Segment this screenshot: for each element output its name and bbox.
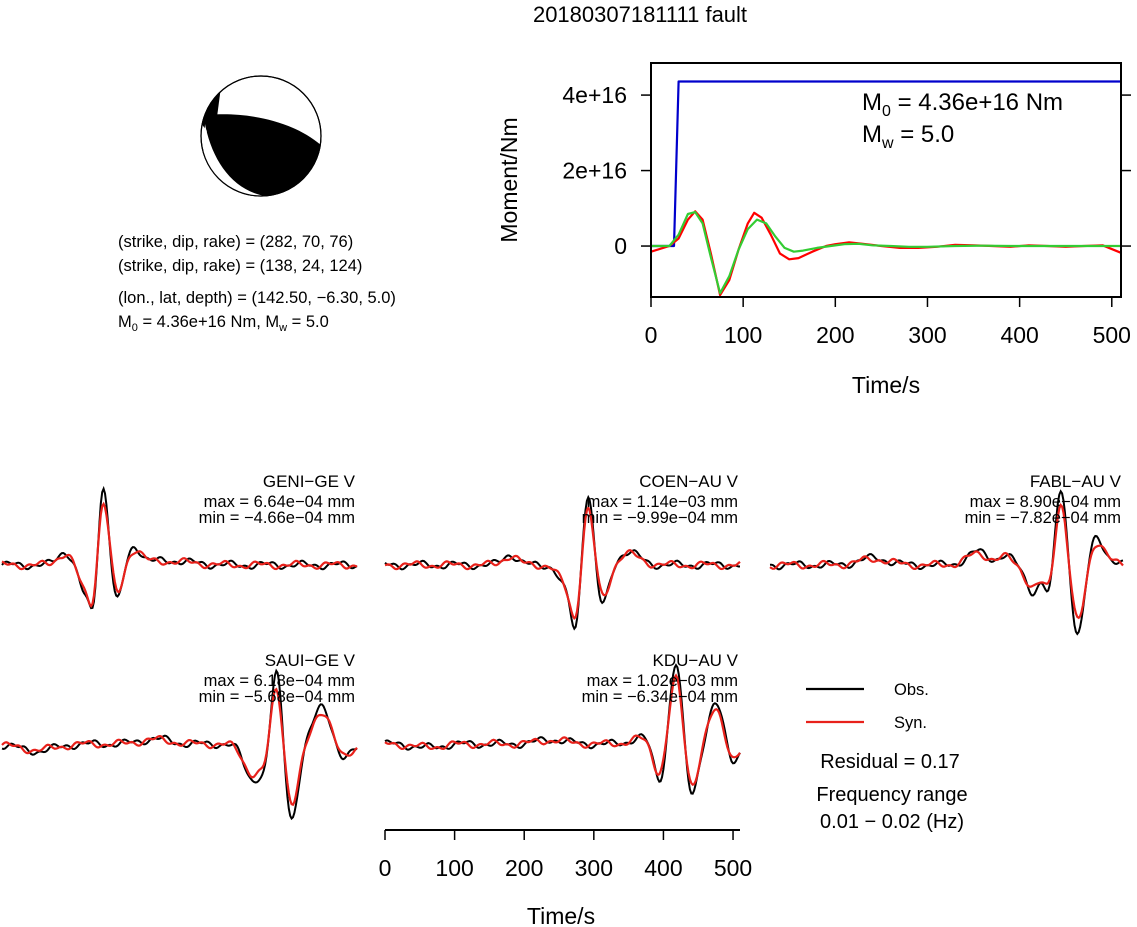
mechanism-text: (strike, dip, rake) = (282, 70, 76) (str…: [118, 233, 396, 334]
legend-syn-label: Syn.: [894, 714, 927, 732]
trace-min: min = −7.82e−04 mm: [965, 509, 1121, 527]
trace-min: min = −5.68e−04 mm: [199, 688, 355, 706]
moment-rate-plot: 0 100 200 300 400 500 0 2e+16 4e+16 Time/s Moment/…: [496, 62, 1131, 398]
trace-min: min = −9.99e−04 mm: [582, 509, 738, 527]
frequency-range-title: Frequency range: [816, 784, 967, 806]
moment-annotation-m0: M0 = 4.36e+16 Nm: [862, 89, 1063, 120]
station-label: SAUI−GE V: [265, 651, 356, 670]
moment-ytick-label: 2e+16: [562, 158, 627, 184]
moment-xtick-label: 400: [1000, 322, 1038, 348]
hypocenter-line: (lon., lat, depth) = (142.50, −6.30, 5.0…: [118, 289, 396, 307]
syn-trace: [769, 502, 1124, 620]
syn-trace: [384, 673, 741, 787]
waveform-xtick-label: 100: [435, 855, 473, 881]
waveform-xtick-label: 400: [644, 855, 682, 881]
trace-max: max = 1.14e−03 mm: [587, 493, 738, 511]
magnitude-line: M0 = 4.36e+16 Nm, Mw = 5.0: [118, 313, 329, 334]
obs-trace: [1, 485, 358, 610]
moment-xlabel: Time/s: [852, 372, 920, 398]
moment-plot-frame: [650, 62, 1122, 298]
moment-xtick-label: 300: [908, 322, 946, 348]
nodal-plane-1: (strike, dip, rake) = (282, 70, 76): [118, 233, 353, 251]
frequency-range-value: 0.01 − 0.02 (Hz): [820, 811, 964, 833]
trace-min: min = −4.66e−04 mm: [199, 509, 355, 527]
syn-trace: [1, 501, 358, 609]
trace-min: min = −6.34e−04 mm: [582, 688, 738, 706]
moment-xtick-label: 100: [724, 322, 762, 348]
waveform-xtick-label: 300: [575, 855, 613, 881]
waveform-xlabel: Time/s: [527, 903, 595, 927]
waveform-xtick-label: 500: [714, 855, 752, 881]
waveform-xtick-label: 200: [505, 855, 543, 881]
moment-series-1: [650, 210, 1122, 297]
trace-max: max = 1.02e−03 mm: [587, 672, 738, 690]
station-label: GENI−GE V: [263, 472, 356, 491]
waveform-time-axis: 0 100 200 300 400 500: [379, 829, 752, 881]
figure-title: 20180307181111 fault: [533, 2, 747, 27]
trace-max: max = 8.90e−04 mm: [970, 493, 1121, 511]
moment-xtick-label: 500: [1093, 322, 1131, 348]
trace-max: max = 6.64e−04 mm: [204, 493, 355, 511]
moment-series-2: [651, 211, 1121, 295]
moment-ytick-label: 4e+16: [562, 82, 627, 108]
moment-ytick-label: 0: [614, 233, 627, 259]
moment-xtick-label: 200: [816, 322, 854, 348]
syn-trace: [1, 687, 358, 807]
nodal-plane-2: (strike, dip, rake) = (138, 24, 124): [118, 257, 362, 275]
legend-obs-label: Obs.: [894, 681, 929, 699]
moment-ylabel: Moment/Nm: [496, 117, 522, 242]
station-label: COEN−AU V: [639, 472, 738, 491]
obs-trace: [384, 663, 741, 795]
trace-max: max = 6.18e−04 mm: [204, 672, 355, 690]
beachball: [200, 75, 322, 197]
moment-annotation-mw: Mw = 5.0: [862, 121, 954, 152]
station-label: FABL−AU V: [1030, 472, 1122, 491]
moment-xtick-label: 0: [645, 322, 658, 348]
legend: Obs. Syn. Residual = 0.17 Frequency rang…: [806, 681, 968, 833]
syn-trace: [384, 505, 741, 621]
waveform-xtick-label: 0: [379, 855, 392, 881]
station-label: KDU−AU V: [653, 651, 739, 670]
residual-text: Residual = 0.17: [820, 751, 960, 773]
